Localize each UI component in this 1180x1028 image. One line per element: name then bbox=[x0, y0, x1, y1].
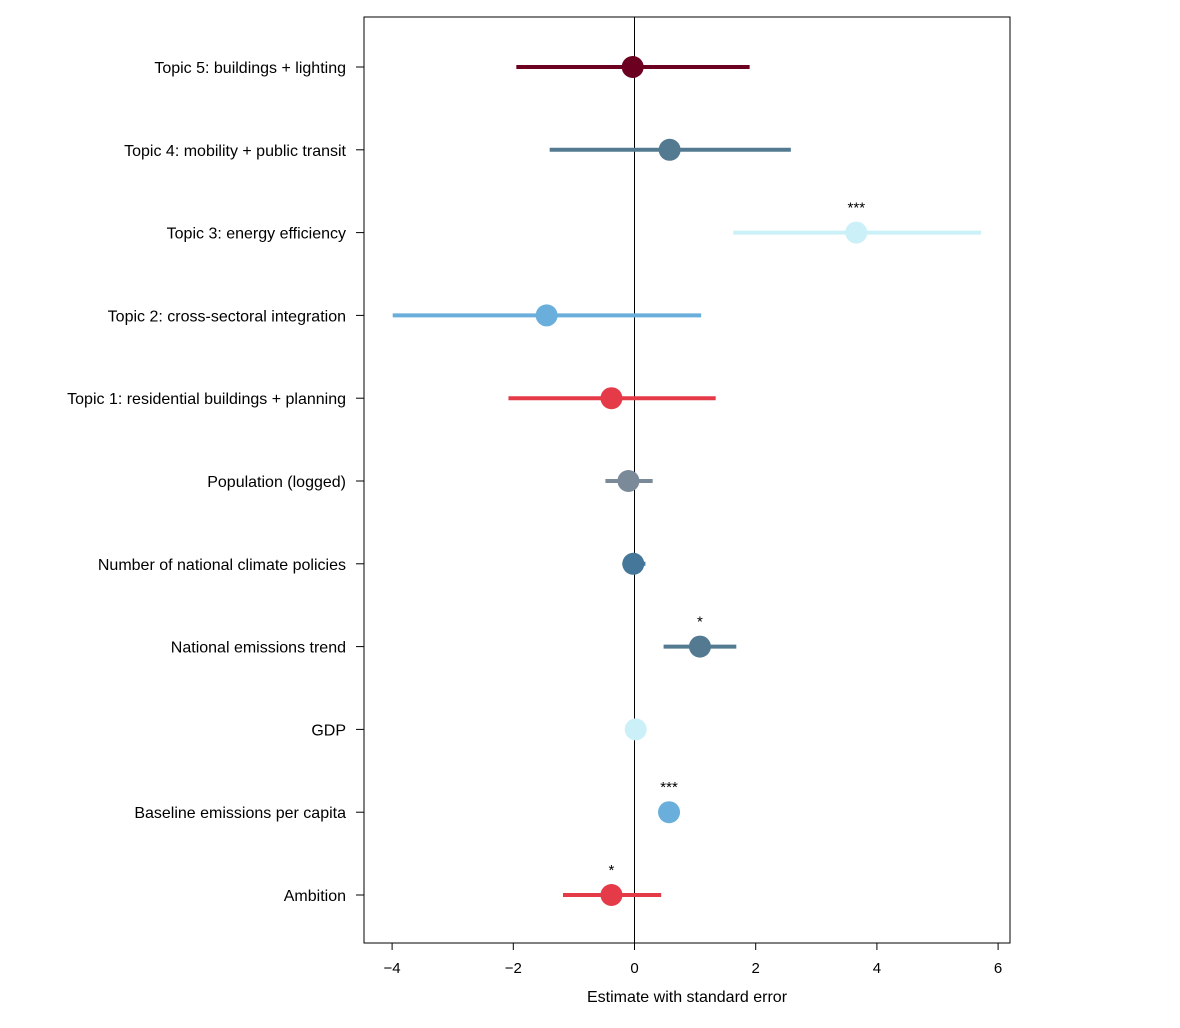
plot-frame bbox=[363, 16, 1011, 944]
data-marks: ******** bbox=[392, 56, 982, 906]
row-label: Baseline emissions per capita bbox=[134, 805, 346, 822]
x-tick-label: 0 bbox=[630, 960, 638, 977]
x-axis-title: Estimate with standard error bbox=[587, 989, 788, 1006]
x-tick-label: 6 bbox=[994, 960, 1002, 977]
row-label: Topic 5: buildings + lighting bbox=[154, 60, 346, 77]
estimate-point bbox=[658, 801, 681, 824]
significance-label: *** bbox=[848, 200, 866, 217]
x-tick-label: −4 bbox=[384, 960, 401, 977]
estimate-point bbox=[688, 635, 711, 658]
estimate-point bbox=[535, 304, 558, 327]
row-label: Topic 3: energy efficiency bbox=[167, 226, 346, 243]
estimate-point bbox=[600, 387, 623, 410]
x-tick-label: −2 bbox=[505, 960, 522, 977]
x-tick-label: 2 bbox=[752, 960, 760, 977]
estimate-point bbox=[621, 56, 644, 78]
row-label: National emissions trend bbox=[171, 640, 346, 657]
estimate-point bbox=[600, 884, 623, 906]
estimate-point bbox=[617, 470, 640, 492]
significance-label: * bbox=[697, 614, 703, 631]
significance-label: * bbox=[609, 862, 615, 879]
row-label: Population (logged) bbox=[207, 474, 346, 491]
row-label: Topic 1: residential buildings + plannin… bbox=[67, 391, 346, 408]
estimate-point bbox=[658, 138, 681, 161]
x-axis: −4 −2 0 2 4 6 bbox=[384, 943, 1002, 977]
x-tick-label: 4 bbox=[873, 960, 881, 977]
estimate-point bbox=[624, 718, 647, 741]
row-label: Ambition bbox=[284, 888, 346, 905]
row-label: Topic 2: cross-sectoral integration bbox=[108, 308, 346, 325]
y-axis: Topic 5: buildings + lighting Topic 4: mo… bbox=[67, 60, 364, 905]
estimate-point bbox=[845, 221, 868, 244]
row-label: Number of national climate policies bbox=[98, 557, 346, 574]
row-label: Topic 4: mobility + public transit bbox=[124, 143, 346, 160]
significance-label: *** bbox=[660, 779, 678, 796]
row-label: GDP bbox=[311, 722, 346, 739]
estimate-point bbox=[622, 552, 645, 575]
